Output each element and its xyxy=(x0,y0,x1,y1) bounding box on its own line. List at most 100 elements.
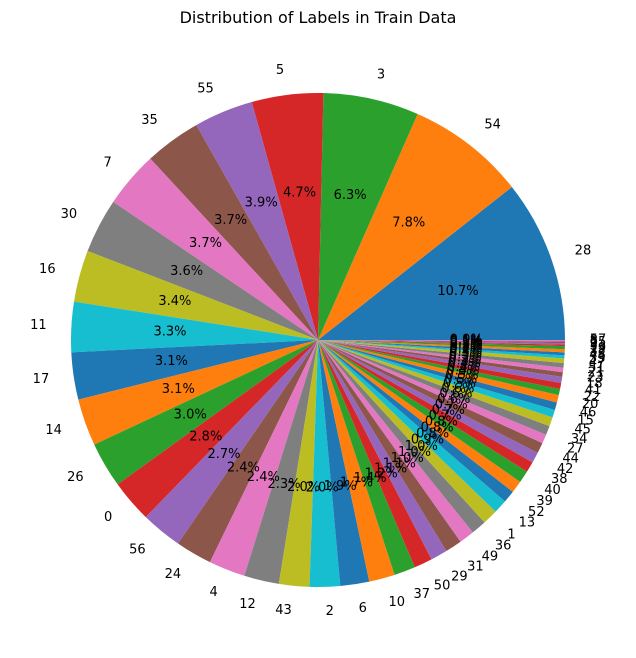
pie-slice-32 xyxy=(318,340,565,353)
slice-label-40: 40 xyxy=(544,483,561,498)
pie-slice-34 xyxy=(318,340,550,435)
pie-slice-1 xyxy=(318,340,496,523)
pie-slice-3 xyxy=(318,93,418,340)
slice-label-19: 19 xyxy=(590,341,607,356)
slice-label-37: 37 xyxy=(413,587,430,602)
slice-label-25: 25 xyxy=(590,335,607,350)
pie-slice-29 xyxy=(318,340,447,560)
pie-slice-5 xyxy=(251,93,324,340)
slice-percent-3: 6.3% xyxy=(334,188,367,203)
slice-label-3: 3 xyxy=(377,67,385,82)
slice-label-4: 4 xyxy=(209,585,217,600)
pie-slice-8 xyxy=(318,340,565,342)
slice-percent-37: 1.4% xyxy=(354,471,387,486)
slice-label-20: 20 xyxy=(582,397,599,412)
slice-label-6: 6 xyxy=(359,601,367,616)
pie-slice-14 xyxy=(78,340,318,445)
slice-label-13: 13 xyxy=(519,516,536,531)
slice-label-36: 36 xyxy=(495,539,512,554)
pie-slice-55 xyxy=(196,102,318,340)
pie-slice-43 xyxy=(278,340,318,587)
pie-slice-19 xyxy=(318,340,565,350)
slice-label-47: 47 xyxy=(589,355,606,370)
slice-label-34: 34 xyxy=(571,432,588,447)
pie-slice-16 xyxy=(74,251,319,340)
slice-label-0: 0 xyxy=(104,510,112,525)
slice-percent-44: 0.7% xyxy=(435,397,468,412)
slice-label-35: 35 xyxy=(141,113,158,128)
slice-label-29: 29 xyxy=(451,569,468,584)
slice-percent-1: 1.0% xyxy=(405,439,438,454)
slice-percent-34: 0.6% xyxy=(439,387,472,402)
slice-percent-5: 4.7% xyxy=(283,185,316,200)
pie-slice-9 xyxy=(318,340,565,345)
pie-slice-44 xyxy=(318,340,543,453)
slice-percent-6: 1.9% xyxy=(324,479,357,494)
slice-percent-30: 3.6% xyxy=(170,264,203,279)
pie-slice-4 xyxy=(209,340,318,576)
slice-percent-29: 1.1% xyxy=(374,462,407,477)
pie-slice-11 xyxy=(71,301,319,353)
pie-slice-52 xyxy=(318,340,513,502)
slice-label-14: 14 xyxy=(45,423,62,438)
pie-slice-18 xyxy=(318,340,563,383)
slice-percent-22: 0.4% xyxy=(446,364,479,379)
pie-slice-22 xyxy=(318,340,561,396)
slice-label-51: 51 xyxy=(588,360,605,375)
slice-percent-17: 3.1% xyxy=(155,354,188,369)
pie-slice-25 xyxy=(318,340,565,344)
pie-slice-47 xyxy=(318,340,565,364)
pie-slice-56 xyxy=(145,340,318,544)
slice-percent-38: 0.7% xyxy=(429,409,462,424)
slice-percent-16: 3.4% xyxy=(158,294,191,309)
slice-label-33: 33 xyxy=(589,351,606,366)
pie-slice-10 xyxy=(318,340,395,582)
pie-slice-28 xyxy=(318,186,565,340)
slice-percent-13: 0.9% xyxy=(411,432,444,447)
pie-slice-39 xyxy=(318,340,521,492)
pie-slice-13 xyxy=(318,340,505,512)
chart-title: Distribution of Labels in Train Data xyxy=(180,8,457,27)
slice-percent-53: 0.1% xyxy=(450,336,483,351)
slice-label-26: 26 xyxy=(67,470,84,485)
slice-percent-7: 3.7% xyxy=(189,236,222,251)
slice-percent-18: 0.4% xyxy=(448,356,481,371)
slice-label-57: 57 xyxy=(590,333,607,348)
slice-label-43: 43 xyxy=(275,603,292,618)
slice-label-28: 28 xyxy=(575,243,592,258)
pie-slice-6 xyxy=(318,340,370,586)
slice-label-17: 17 xyxy=(33,372,50,387)
pie-slice-41 xyxy=(318,340,562,390)
slice-percent-50: 1.2% xyxy=(365,467,398,482)
slice-label-5: 5 xyxy=(276,63,284,78)
pie-slice-33 xyxy=(318,340,565,359)
pie-slice-45 xyxy=(318,340,553,427)
slice-label-31: 31 xyxy=(467,560,484,575)
pie-slice-38 xyxy=(318,340,533,472)
pie-slice-2 xyxy=(309,340,341,587)
slice-percent-46: 0.5% xyxy=(444,372,477,387)
pie-slice-46 xyxy=(318,340,557,410)
slice-percent-56: 2.7% xyxy=(207,447,240,462)
slice-label-42: 42 xyxy=(557,462,574,477)
slice-label-23: 23 xyxy=(587,371,604,386)
slice-label-54: 54 xyxy=(484,118,501,133)
pie-slice-35 xyxy=(150,125,318,340)
slice-label-46: 46 xyxy=(580,405,597,420)
slice-label-7: 7 xyxy=(103,156,111,171)
slice-percent-15: 0.5% xyxy=(443,377,476,392)
slice-percent-21: 0.3% xyxy=(449,351,482,366)
slice-label-16: 16 xyxy=(39,262,56,277)
pie-slice-50 xyxy=(318,340,432,568)
slice-percent-40: 0.8% xyxy=(425,415,458,430)
slice-percent-25: 0.1% xyxy=(450,334,483,349)
slice-percent-36: 1.0% xyxy=(398,445,431,460)
slice-percent-31: 1.1% xyxy=(383,456,416,471)
slice-percent-32: 0.2% xyxy=(450,339,483,354)
slice-percent-20: 0.5% xyxy=(445,368,478,383)
pie-slice-49 xyxy=(318,340,473,542)
slice-percent-45: 0.6% xyxy=(441,382,474,397)
slice-label-8: 8 xyxy=(590,333,598,348)
pie-slice-21 xyxy=(318,340,564,373)
slice-percent-47: 0.3% xyxy=(449,345,482,360)
